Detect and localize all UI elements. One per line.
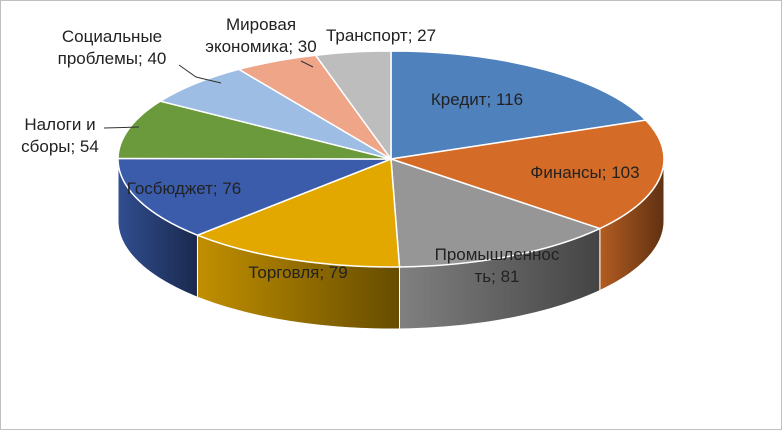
data-label-3: Торговля; 79: [248, 263, 347, 282]
data-label-line: Социальные: [62, 27, 162, 46]
data-label-line: Торговля; 79: [248, 263, 347, 282]
data-label-line: Промышленнос: [435, 245, 560, 264]
pie-slice-5: [117, 100, 392, 160]
pie-slice-2: [390, 157, 602, 268]
leader-line-5: [103, 126, 140, 129]
data-label-2: Промышленнос ть; 81: [435, 245, 560, 286]
pie-slice-1: [390, 119, 665, 230]
data-label-line: Кредит; 116: [431, 90, 523, 109]
pie-slice-4: [117, 157, 392, 236]
data-label-line: Госбюджет; 76: [127, 179, 241, 198]
data-label-6: Социальные проблемы; 40: [58, 27, 167, 68]
data-label-7: Мировая экономика; 30: [205, 15, 316, 56]
data-labels: Кредит; 116 Финансы; 103 Промышленнос ть; 8…: [21, 15, 639, 286]
pie-slice-8: [314, 50, 392, 162]
data-label-1: Финансы; 103: [530, 163, 639, 182]
pie-slice-0: [390, 50, 648, 160]
pie-slice-6: [158, 68, 392, 160]
pie-sides: [117, 158, 665, 330]
data-label-5: Налоги и сборы; 54: [21, 115, 99, 156]
data-label-line: ть; 81: [475, 267, 520, 286]
leader-line-6: [178, 64, 222, 84]
data-label-line: экономика; 30: [205, 37, 316, 56]
data-label-0: Кредит; 116: [431, 90, 523, 109]
data-label-line: Транспорт; 27: [326, 26, 436, 45]
data-label-4: Госбюджет; 76: [127, 179, 241, 198]
leader-line-7: [300, 60, 314, 68]
data-label-line: сборы; 54: [21, 137, 99, 156]
pie-slice-3: [195, 157, 401, 268]
data-label-line: проблемы; 40: [58, 49, 167, 68]
pie-top: [117, 50, 665, 268]
data-label-line: Финансы; 103: [530, 163, 639, 182]
data-label-line: Налоги и: [24, 115, 95, 134]
data-label-8: Транспорт; 27: [326, 26, 436, 45]
data-label-line: Мировая: [226, 15, 296, 34]
